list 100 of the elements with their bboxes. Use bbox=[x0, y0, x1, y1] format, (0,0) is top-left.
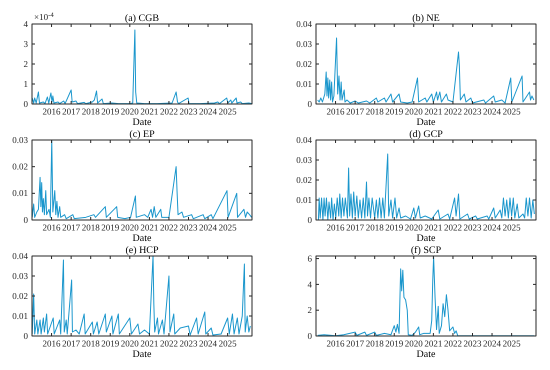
x-tick-label: 2024 bbox=[199, 222, 218, 232]
x-tick-label: 2024 bbox=[199, 106, 218, 116]
x-tick-label: 2016 bbox=[326, 222, 346, 232]
x-tick-label: 2019 bbox=[101, 222, 120, 232]
x-tick-label: 2020 bbox=[120, 106, 140, 116]
x-tick-label: 2023 bbox=[179, 338, 198, 348]
x-tick-label: 2016 bbox=[326, 106, 346, 116]
chart-title: (d) GCP bbox=[409, 129, 444, 140]
y-tick-label: 0.04 bbox=[12, 250, 28, 261]
x-tick-label: 2024 bbox=[483, 106, 502, 116]
x-axis-title: Date bbox=[416, 349, 436, 360]
y-tick-label: 0.03 bbox=[296, 154, 312, 165]
x-tick-label: 2023 bbox=[179, 222, 198, 232]
y-tick-label: 2 bbox=[308, 305, 312, 316]
x-tick-label: 2020 bbox=[120, 222, 140, 232]
x-tick-label: 2016 bbox=[42, 106, 62, 116]
x-tick-label: 2017 bbox=[346, 338, 365, 348]
x-tick-label: 2023 bbox=[463, 106, 482, 116]
line-series bbox=[32, 256, 251, 336]
y-tick-label: 0 bbox=[24, 214, 28, 225]
chart-title: (f) SCP bbox=[410, 245, 442, 256]
x-tick-label: 2022 bbox=[444, 222, 462, 232]
y-tick-label: 1 bbox=[24, 78, 28, 89]
x-tick-label: 2016 bbox=[42, 222, 62, 232]
x-tick-label: 2020 bbox=[404, 222, 424, 232]
x-tick-label: 2017 bbox=[62, 338, 81, 348]
y-tick-label: 0.04 bbox=[296, 134, 312, 145]
chart-title: (a) CGB bbox=[124, 13, 160, 24]
x-axis-title: Date bbox=[132, 349, 152, 360]
chart-title: (b) NE bbox=[412, 13, 440, 24]
x-tick-label: 2019 bbox=[101, 106, 120, 116]
x-axis-title: Date bbox=[416, 233, 436, 244]
x-tick-label: 2020 bbox=[120, 338, 140, 348]
x-tick-label: 2018 bbox=[366, 338, 384, 348]
y-tick-label: 0.02 bbox=[296, 174, 312, 185]
x-axis-title: Date bbox=[132, 117, 152, 128]
x-tick-label: 2018 bbox=[82, 222, 100, 232]
x-tick-label: 2024 bbox=[199, 338, 218, 348]
x-tick-label: 2018 bbox=[82, 106, 100, 116]
x-tick-label: 2021 bbox=[424, 338, 442, 348]
x-tick-label: 2025 bbox=[218, 106, 238, 116]
x-tick-label: 2022 bbox=[444, 338, 462, 348]
y-tick-label: 2 bbox=[24, 58, 28, 69]
x-tick-label: 2023 bbox=[463, 338, 482, 348]
x-tick-label: 2022 bbox=[160, 106, 178, 116]
y-tick-label: 0 bbox=[308, 214, 312, 225]
y-tick-label: 0.02 bbox=[12, 162, 28, 172]
y-tick-label: 0.01 bbox=[296, 78, 312, 89]
x-tick-label: 2017 bbox=[346, 222, 365, 232]
x-tick-label: 2017 bbox=[346, 106, 365, 116]
x-axis-title: Date bbox=[416, 117, 436, 128]
chart-title: (e) HCP bbox=[125, 245, 159, 256]
x-tick-label: 2017 bbox=[62, 106, 81, 116]
y-tick-label: 3 bbox=[24, 38, 28, 49]
y-tick-label: 0 bbox=[24, 330, 28, 341]
x-tick-label: 2025 bbox=[502, 106, 522, 116]
x-tick-label: 2021 bbox=[140, 222, 158, 232]
x-tick-label: 2025 bbox=[218, 222, 238, 232]
x-tick-label: 2019 bbox=[385, 338, 404, 348]
x-tick-label: 2016 bbox=[326, 338, 346, 348]
y-tick-label: 0.04 bbox=[296, 18, 312, 29]
y-tick-label: 0.03 bbox=[12, 270, 28, 281]
x-tick-label: 2020 bbox=[404, 338, 424, 348]
line-series bbox=[32, 140, 252, 220]
y-tick-label: 0 bbox=[308, 98, 312, 109]
y-tick-label: 6 bbox=[308, 253, 312, 264]
y-tick-label: 0.02 bbox=[296, 58, 312, 69]
x-tick-label: 2017 bbox=[62, 222, 81, 232]
x-tick-label: 2025 bbox=[218, 338, 238, 348]
y-tick-label: 4 bbox=[308, 279, 312, 290]
y-tick-label: 0.03 bbox=[296, 38, 312, 49]
y-tick-label: 0 bbox=[24, 98, 28, 109]
x-tick-label: 2022 bbox=[444, 106, 462, 116]
y-tick-label: 4 bbox=[24, 18, 28, 29]
x-tick-label: 2023 bbox=[179, 106, 198, 116]
x-tick-label: 2023 bbox=[463, 222, 482, 232]
x-tick-label: 2018 bbox=[366, 222, 384, 232]
x-tick-label: 2021 bbox=[424, 222, 442, 232]
x-tick-label: 2018 bbox=[82, 338, 100, 348]
x-tick-label: 2022 bbox=[160, 338, 178, 348]
x-tick-label: 2025 bbox=[502, 338, 522, 348]
x-axis-title: Date bbox=[132, 233, 152, 244]
x-tick-label: 2019 bbox=[385, 106, 404, 116]
y-tick-label: 0.01 bbox=[12, 188, 28, 198]
chart-title: (c) EP bbox=[129, 129, 156, 140]
x-tick-label: 2019 bbox=[101, 338, 120, 348]
x-tick-label: 2019 bbox=[385, 222, 404, 232]
x-tick-label: 2024 bbox=[483, 222, 502, 232]
x-tick-label: 2022 bbox=[160, 222, 178, 232]
x-tick-label: 2021 bbox=[424, 106, 442, 116]
y-tick-label: 0.02 bbox=[12, 290, 28, 301]
x-tick-label: 2021 bbox=[140, 106, 158, 116]
y-tick-label: 0.01 bbox=[296, 194, 312, 205]
x-tick-label: 2025 bbox=[502, 222, 522, 232]
y-tick-label: 0.01 bbox=[12, 310, 28, 321]
line-series bbox=[317, 256, 535, 336]
y-tick-label: 0.03 bbox=[12, 134, 28, 145]
x-tick-label: 2018 bbox=[366, 106, 384, 116]
y-tick-label: 0 bbox=[308, 330, 312, 341]
text: ×10$^{-4}$ bbox=[34, 12, 54, 22]
